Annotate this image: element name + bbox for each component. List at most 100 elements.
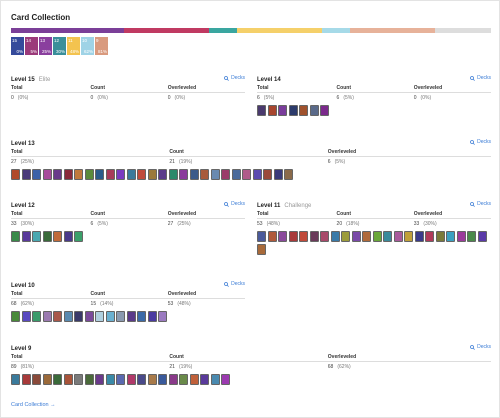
card-thumbnail[interactable] [200, 374, 209, 385]
card-thumbnail[interactable] [309, 105, 319, 116]
card-thumbnail[interactable] [221, 374, 230, 385]
card-thumbnail[interactable] [189, 374, 199, 385]
card-thumbnail[interactable] [32, 169, 41, 180]
card-thumbnail[interactable] [158, 311, 167, 322]
card-thumbnail[interactable] [116, 169, 125, 180]
card-thumbnail[interactable] [414, 231, 424, 242]
card-thumbnail[interactable] [425, 231, 434, 242]
card-thumbnail[interactable] [168, 169, 178, 180]
card-thumbnail[interactable] [341, 231, 350, 242]
card-thumbnail[interactable] [42, 374, 52, 385]
card-thumbnail[interactable] [257, 105, 266, 116]
card-thumbnail[interactable] [74, 311, 83, 322]
card-thumbnail[interactable] [32, 231, 41, 242]
card-thumbnail[interactable] [11, 311, 20, 322]
card-thumbnail[interactable] [21, 374, 31, 385]
card-thumbnail[interactable] [116, 374, 125, 385]
card-thumbnail[interactable] [53, 169, 62, 180]
card-thumbnail[interactable] [456, 231, 466, 242]
card-thumbnail[interactable] [284, 169, 293, 180]
card-thumbnail[interactable] [53, 374, 62, 385]
card-thumbnail[interactable] [231, 169, 241, 180]
card-thumbnail[interactable] [288, 231, 298, 242]
card-thumbnail[interactable] [32, 374, 41, 385]
card-thumbnail[interactable] [95, 169, 104, 180]
decks-link[interactable]: Decks [470, 201, 491, 207]
card-thumbnail[interactable] [278, 105, 287, 116]
card-thumbnail[interactable] [137, 374, 146, 385]
card-thumbnail[interactable] [179, 169, 188, 180]
decks-link-label[interactable]: Decks [477, 75, 491, 81]
card-thumbnail[interactable] [74, 169, 83, 180]
card-thumbnail[interactable] [267, 105, 277, 116]
card-thumbnail[interactable] [257, 231, 266, 242]
card-thumbnail[interactable] [105, 311, 115, 322]
card-thumbnail[interactable] [63, 231, 73, 242]
card-thumbnail[interactable] [74, 374, 83, 385]
card-thumbnail[interactable] [126, 169, 136, 180]
card-thumbnail[interactable] [299, 231, 308, 242]
card-thumbnail[interactable] [21, 231, 31, 242]
card-thumbnail[interactable] [372, 231, 382, 242]
card-thumbnail[interactable] [309, 231, 319, 242]
decks-link[interactable]: Decks [470, 75, 491, 81]
card-thumbnail[interactable] [95, 374, 104, 385]
card-thumbnail[interactable] [362, 231, 371, 242]
card-thumbnail[interactable] [221, 169, 230, 180]
card-thumbnail[interactable] [189, 169, 199, 180]
card-thumbnail[interactable] [84, 374, 94, 385]
card-thumbnail[interactable] [158, 169, 167, 180]
card-thumbnail[interactable] [105, 374, 115, 385]
decks-link[interactable]: Decks [470, 139, 491, 145]
card-thumbnail[interactable] [147, 374, 157, 385]
card-thumbnail[interactable] [273, 169, 283, 180]
decks-link[interactable]: Decks [224, 75, 245, 81]
card-thumbnail[interactable] [404, 231, 413, 242]
card-thumbnail[interactable] [435, 231, 445, 242]
card-thumbnail[interactable] [95, 311, 104, 322]
card-collection-link-label[interactable]: Card Collection [11, 402, 49, 408]
card-thumbnail[interactable] [11, 231, 20, 242]
card-thumbnail[interactable] [147, 311, 157, 322]
card-thumbnail[interactable] [320, 231, 329, 242]
card-thumbnail[interactable] [42, 231, 52, 242]
decks-link-label[interactable]: Decks [477, 344, 491, 350]
card-thumbnail[interactable] [42, 169, 52, 180]
card-thumbnail[interactable] [126, 311, 136, 322]
card-thumbnail[interactable] [210, 169, 220, 180]
card-thumbnail[interactable] [351, 231, 361, 242]
decks-link-label[interactable]: Decks [231, 201, 245, 207]
card-thumbnail[interactable] [63, 169, 73, 180]
card-thumbnail[interactable] [42, 311, 52, 322]
card-thumbnail[interactable] [137, 311, 146, 322]
card-thumbnail[interactable] [278, 231, 287, 242]
card-thumbnail[interactable] [288, 105, 298, 116]
card-thumbnail[interactable] [257, 243, 266, 255]
card-thumbnail[interactable] [32, 311, 41, 322]
decks-link-label[interactable]: Decks [477, 139, 491, 145]
card-thumbnail[interactable] [267, 231, 277, 242]
card-thumbnail[interactable] [74, 231, 83, 242]
card-thumbnail[interactable] [116, 311, 125, 322]
card-thumbnail[interactable] [137, 169, 146, 180]
decks-link-label[interactable]: Decks [477, 201, 491, 207]
card-thumbnail[interactable] [252, 169, 262, 180]
card-thumbnail[interactable] [263, 169, 272, 180]
card-thumbnail[interactable] [168, 374, 178, 385]
card-thumbnail[interactable] [477, 231, 487, 242]
card-thumbnail[interactable] [11, 374, 20, 385]
card-thumbnail[interactable] [21, 311, 31, 322]
card-thumbnail[interactable] [330, 231, 340, 242]
card-thumbnail[interactable] [158, 374, 167, 385]
card-thumbnail[interactable] [11, 169, 20, 180]
decks-link[interactable]: Decks [470, 344, 491, 350]
card-thumbnail[interactable] [446, 231, 455, 242]
card-collection-link[interactable]: Card Collection → [11, 402, 56, 408]
card-thumbnail[interactable] [467, 231, 476, 242]
card-thumbnail[interactable] [179, 374, 188, 385]
card-thumbnail[interactable] [299, 105, 308, 116]
card-thumbnail[interactable] [393, 231, 403, 242]
decks-link-label[interactable]: Decks [231, 281, 245, 287]
card-thumbnail[interactable] [126, 374, 136, 385]
card-thumbnail[interactable] [53, 311, 62, 322]
